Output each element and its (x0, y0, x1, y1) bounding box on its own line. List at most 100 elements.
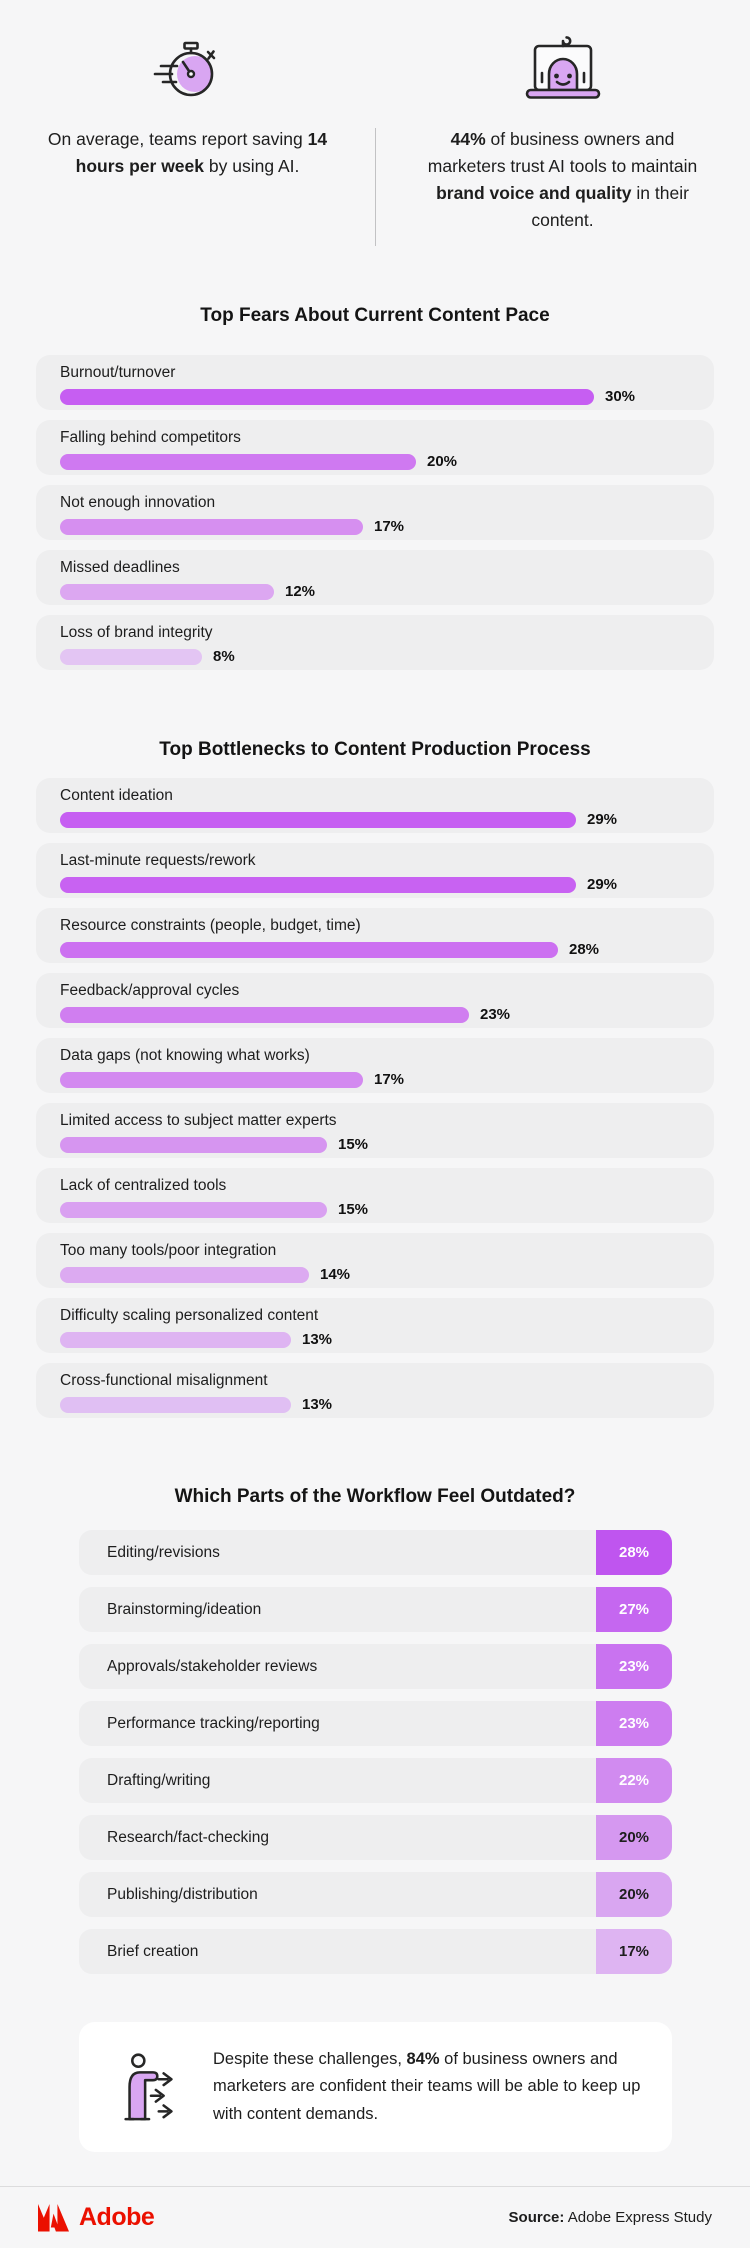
bar-fill (60, 388, 594, 405)
confidence-callout: Despite these challenges, 84% of busines… (79, 2022, 672, 2152)
bar-label: Too many tools/poor integration (60, 1242, 277, 1259)
percent-badge: 22% (596, 1758, 672, 1803)
bar-value: 15% (338, 1136, 369, 1153)
bar-value: 29% (587, 876, 618, 893)
stat-time-saved-text: On average, teams report saving 14 hours… (47, 129, 328, 176)
bar-fill (60, 1201, 327, 1218)
bar-value: 8% (213, 648, 235, 665)
percent-badge: 17% (596, 1929, 672, 1974)
bottlenecks-chart-rows: Content ideation 29% Last-minute requests/… (36, 778, 714, 1418)
fears-chart-rows: Burnout/turnover 30% Falling behind compet… (36, 355, 714, 670)
outdated-row: Drafting/writing 22% (79, 1758, 672, 1803)
outdated-row: Performance tracking/reporting 23% (79, 1701, 672, 1746)
outdated-row: Editing/revisions 28% (79, 1530, 672, 1575)
confidence-callout-text: Despite these challenges, 84% of busines… (213, 2049, 641, 2123)
outdated-row-label: Drafting/writing (107, 1771, 211, 1789)
bar-label: Not enough innovation (60, 494, 216, 511)
bar-label: Resource constraints (people, budget, ti… (60, 917, 361, 934)
stat-brand-trust-text: 44% of business owners and marketers tru… (427, 129, 698, 230)
percent-badge: 27% (596, 1587, 672, 1632)
bar-row: Resource constraints (people, budget, ti… (36, 908, 714, 963)
bar-row: Feedback/approval cycles 23% (36, 973, 714, 1028)
bar-value: 20% (427, 453, 458, 470)
bar-value: 15% (338, 1201, 369, 1218)
fears-chart: Top Fears About Current Content Pace Bur… (0, 303, 750, 670)
outdated-row: Research/fact-checking 20% (79, 1815, 672, 1860)
bar-value: 13% (302, 1396, 333, 1413)
footer-divider (0, 2186, 750, 2187)
bar-fill (60, 1396, 291, 1413)
bar-row: Falling behind competitors 20% (36, 420, 714, 475)
outdated-list-title: Which Parts of the Workflow Feel Outdate… (174, 1486, 576, 1507)
bar-fill (60, 1331, 291, 1348)
bar-fill (60, 1071, 363, 1088)
percent-badge: 28% (596, 1530, 672, 1575)
percent-badge: 23% (596, 1701, 672, 1746)
bar-value: 23% (480, 1006, 511, 1023)
outdated-row-label: Editing/revisions (107, 1543, 220, 1561)
bar-label: Loss of brand integrity (60, 624, 213, 641)
outdated-list-rows: Editing/revisions 28% Brainstorming/ideati… (79, 1530, 672, 1974)
bar-fill (60, 1006, 469, 1023)
stat-time-saved: On average, teams report saving 14 hours… (0, 28, 375, 246)
stat-brand-trust: 44% of business owners and marketers tru… (375, 28, 750, 246)
bar-label: Content ideation (60, 787, 173, 804)
person-arrows-icon (113, 2049, 187, 2125)
bar-value: 14% (320, 1266, 351, 1283)
bar-row: Difficulty scaling personalized content 1… (36, 1298, 714, 1353)
bar-label: Cross-functional misalignment (60, 1372, 268, 1389)
adobe-logo-icon (38, 2203, 69, 2232)
stats-header: On average, teams report saving 14 hours… (0, 0, 750, 246)
bar-value: 28% (569, 941, 600, 958)
bar-row: Limited access to subject matter experts… (36, 1103, 714, 1158)
outdated-row: Brainstorming/ideation 27% (79, 1587, 672, 1632)
bar-value: 30% (605, 388, 636, 405)
outdated-row-label: Publishing/distribution (107, 1885, 258, 1903)
bar-label: Feedback/approval cycles (60, 982, 240, 999)
outdated-row: Approvals/stakeholder reviews 23% (79, 1644, 672, 1689)
outdated-row: Publishing/distribution 20% (79, 1872, 672, 1917)
outdated-row-label: Research/fact-checking (107, 1828, 269, 1846)
footer: Adobe Source: Adobe Express Study (0, 2187, 750, 2248)
bottlenecks-chart: Top Bottlenecks to Content Production Pr… (0, 737, 750, 1418)
source-note: Source: Adobe Express Study (509, 2209, 712, 2226)
percent-badge: 20% (596, 1815, 672, 1860)
outdated-list: Which Parts of the Workflow Feel Outdate… (0, 1484, 750, 1974)
percent-badge: 23% (596, 1644, 672, 1689)
bar-fill (60, 583, 274, 600)
bar-value: 17% (374, 518, 405, 535)
bar-label: Missed deadlines (60, 559, 180, 576)
ai-laptop-robot-icon (515, 28, 611, 112)
fears-chart-title: Top Fears About Current Content Pace (200, 305, 550, 326)
bar-label: Lack of centralized tools (60, 1177, 227, 1194)
adobe-brand: Adobe (38, 2203, 155, 2232)
bar-row: Cross-functional misalignment 13% (36, 1363, 714, 1418)
bar-value: 17% (374, 1071, 405, 1088)
bar-value: 29% (587, 811, 618, 828)
percent-badge: 20% (596, 1872, 672, 1917)
bar-fill (60, 1266, 309, 1283)
bar-value: 12% (285, 583, 316, 600)
bar-row: Loss of brand integrity 8% (36, 615, 714, 670)
bar-label: Falling behind competitors (60, 429, 241, 446)
bar-fill (60, 518, 363, 535)
bottlenecks-chart-title: Top Bottlenecks to Content Production Pr… (159, 739, 591, 760)
bar-value: 13% (302, 1331, 333, 1348)
bar-fill (60, 453, 416, 470)
bar-label: Last-minute requests/rework (60, 852, 256, 869)
bar-label: Data gaps (not knowing what works) (60, 1047, 310, 1064)
bar-fill (60, 648, 202, 665)
bar-fill (60, 876, 576, 893)
vertical-divider (375, 128, 376, 246)
bar-fill (60, 941, 558, 958)
bar-row: Content ideation 29% (36, 778, 714, 833)
adobe-wordmark: Adobe (79, 2203, 155, 2231)
source-text: Adobe Express Study (564, 2209, 712, 2226)
bar-fill (60, 811, 576, 828)
bar-fill (60, 1136, 327, 1153)
outdated-row-label: Approvals/stakeholder reviews (107, 1657, 318, 1675)
outdated-row-label: Performance tracking/reporting (107, 1714, 320, 1732)
bar-label: Limited access to subject matter experts (60, 1112, 337, 1129)
outdated-row-label: Brainstorming/ideation (107, 1600, 262, 1618)
bar-row: Data gaps (not knowing what works) 17% (36, 1038, 714, 1093)
